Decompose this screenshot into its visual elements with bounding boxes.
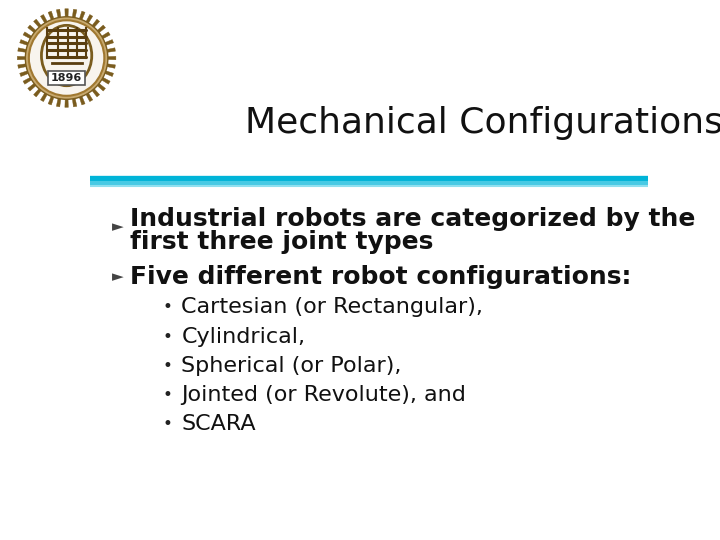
Polygon shape xyxy=(17,56,27,60)
Text: •: • xyxy=(163,357,172,375)
Polygon shape xyxy=(79,96,85,105)
Polygon shape xyxy=(96,83,105,91)
Polygon shape xyxy=(19,71,30,77)
Polygon shape xyxy=(40,92,48,102)
Polygon shape xyxy=(19,39,30,45)
Text: Industrial robots are categorized by the: Industrial robots are categorized by the xyxy=(130,207,696,231)
Polygon shape xyxy=(23,77,32,84)
Text: Spherical (or Polar),: Spherical (or Polar), xyxy=(181,356,402,376)
Text: Cartesian (or Rectangular),: Cartesian (or Rectangular), xyxy=(181,298,483,318)
Text: ►: ► xyxy=(112,269,123,284)
Polygon shape xyxy=(48,96,54,105)
Polygon shape xyxy=(106,48,115,52)
Polygon shape xyxy=(86,92,93,102)
Circle shape xyxy=(25,17,108,99)
Polygon shape xyxy=(91,19,99,28)
Polygon shape xyxy=(96,25,105,33)
Text: •: • xyxy=(163,415,172,434)
Polygon shape xyxy=(91,88,99,97)
Circle shape xyxy=(29,21,104,96)
Polygon shape xyxy=(28,83,37,91)
Text: Cylindrical,: Cylindrical, xyxy=(181,327,305,347)
Text: Mechanical Configurations: Mechanical Configurations xyxy=(245,105,720,139)
Polygon shape xyxy=(107,56,116,60)
Polygon shape xyxy=(18,48,27,52)
Polygon shape xyxy=(34,88,42,97)
Polygon shape xyxy=(23,32,32,39)
Text: SCARA: SCARA xyxy=(181,414,256,434)
Polygon shape xyxy=(104,39,114,45)
Polygon shape xyxy=(48,11,54,21)
FancyBboxPatch shape xyxy=(48,71,85,85)
Text: Jointed (or Revolute), and: Jointed (or Revolute), and xyxy=(181,385,467,405)
Text: •: • xyxy=(163,328,172,346)
Text: 1896: 1896 xyxy=(51,73,82,83)
Polygon shape xyxy=(56,97,61,107)
Text: •: • xyxy=(163,386,172,404)
Polygon shape xyxy=(40,15,48,24)
Polygon shape xyxy=(28,25,37,33)
Polygon shape xyxy=(72,97,77,107)
Polygon shape xyxy=(101,32,110,39)
Polygon shape xyxy=(106,64,115,68)
Text: first three joint types: first three joint types xyxy=(130,230,433,254)
Text: ►: ► xyxy=(112,219,123,234)
Polygon shape xyxy=(65,98,68,107)
Polygon shape xyxy=(56,9,61,19)
Polygon shape xyxy=(65,9,68,18)
Text: Five different robot configurations:: Five different robot configurations: xyxy=(130,265,631,288)
Polygon shape xyxy=(34,19,42,28)
Polygon shape xyxy=(101,77,110,84)
Polygon shape xyxy=(86,15,93,24)
Polygon shape xyxy=(72,9,77,19)
Polygon shape xyxy=(79,11,85,21)
Polygon shape xyxy=(104,71,114,77)
Polygon shape xyxy=(18,64,27,68)
Text: •: • xyxy=(163,298,172,316)
